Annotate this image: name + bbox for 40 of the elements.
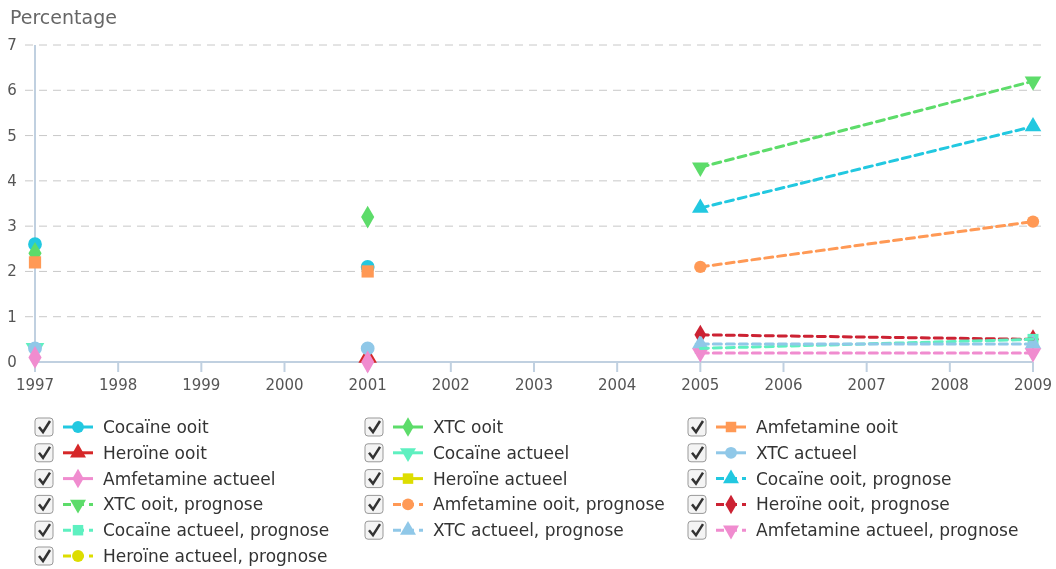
legend-label: Heroïne ooit, prognose: [756, 494, 950, 515]
y-tick-label: 7: [7, 36, 17, 54]
y-tick-label: 3: [7, 217, 17, 236]
legend-label: Amfetamine actueel, prognose: [756, 520, 1019, 541]
legend-label: Cocaïne ooit, prognose: [756, 468, 952, 489]
legend-label: Cocaïne actueel, prognose: [103, 520, 330, 541]
legend-label: Amfetamine ooit: [756, 417, 899, 437]
x-tick-label: 1997: [15, 376, 55, 394]
x-tick-label: 2003: [514, 376, 554, 394]
point: [361, 265, 374, 278]
x-tick-label: 2008: [930, 376, 969, 394]
y-axis-title: Percentage: [10, 6, 117, 28]
legend-label: Heroïne actueel: [433, 468, 568, 489]
x-tick-label: 1998: [99, 376, 138, 394]
y-tick-label: 6: [7, 81, 17, 100]
legend-label: Amfetamine actueel: [103, 468, 276, 489]
x-tick-label: 2005: [681, 376, 720, 394]
x-tick-label: 2000: [265, 376, 304, 394]
legend-label: Heroïne ooit: [103, 442, 208, 463]
legend-label: Cocaïne ooit: [103, 417, 209, 437]
point: [28, 256, 42, 269]
legend-label: XTC actueel: [756, 442, 857, 463]
y-tick-label: 2: [7, 262, 17, 281]
legend-label: XTC ooit: [433, 417, 504, 437]
legend-label: Amfetamine ooit, prognose: [433, 494, 665, 515]
legend-label: XTC ooit, prognose: [103, 494, 264, 515]
y-tick-label: 4: [7, 171, 17, 190]
x-tick-label: 2007: [847, 376, 886, 394]
legend-label: XTC actueel, prognose: [433, 520, 624, 541]
legend-label: Cocaïne actueel: [433, 442, 570, 463]
x-tick-label: 2006: [764, 376, 803, 394]
y-tick-label: 5: [7, 126, 17, 145]
x-tick-label: 2001: [348, 376, 387, 394]
y-tick-label: 1: [7, 307, 17, 326]
x-tick-label: 2002: [431, 376, 470, 394]
x-tick-label: 1999: [182, 376, 221, 394]
legend-label: Heroïne actueel, prognose: [103, 546, 328, 566]
y-tick-label: 0: [7, 353, 17, 371]
x-tick-label: 2009: [1013, 376, 1053, 394]
x-tick-label: 2004: [598, 376, 637, 394]
